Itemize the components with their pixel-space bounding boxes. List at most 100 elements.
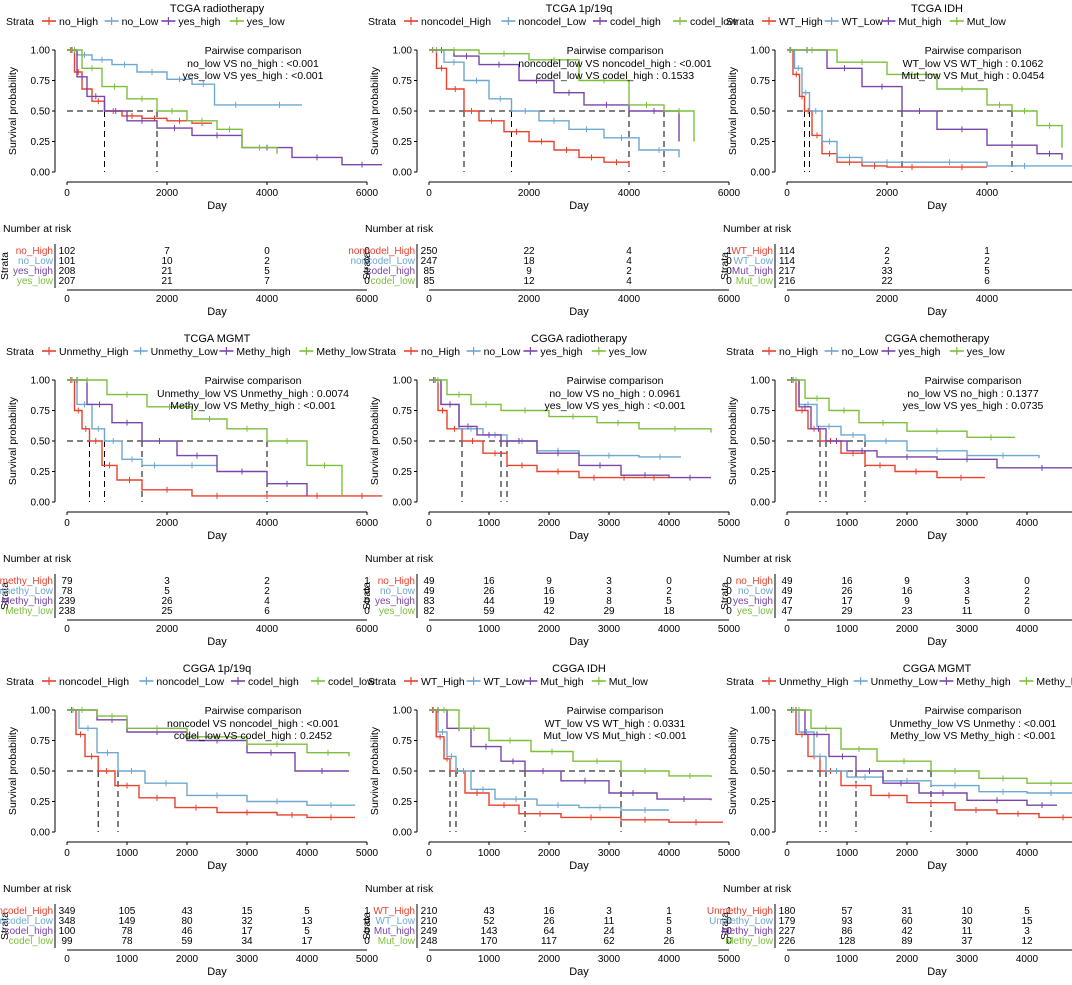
x-tick-label: 2000 [538, 848, 561, 859]
risk-count: 179 [779, 916, 796, 927]
legend-title: Strata [6, 676, 34, 688]
risk-title: Number at risk [723, 223, 792, 235]
x-tick-label: 1000 [116, 848, 139, 859]
km-curve [787, 709, 1072, 784]
legend-entry: Unmethy_High [779, 676, 849, 688]
pairwise-result: yes_low VS yes_high : 0.0735 [903, 400, 1044, 412]
risk-count: 49 [423, 586, 435, 597]
risk-x-tick-label: 1000 [116, 954, 139, 965]
x-axis-label: Day [927, 530, 947, 542]
km-curve [67, 49, 382, 166]
risk-count: 0 [1024, 606, 1030, 617]
risk-strata-label: codel_low [9, 936, 54, 947]
x-tick-label: 6000 [356, 188, 379, 199]
risk-count: 4 [264, 596, 270, 607]
risk-count: 2 [1024, 596, 1030, 607]
risk-strata-label: yes_low [379, 606, 416, 617]
risk-count: 0 [364, 926, 370, 937]
risk-strata-label: yes_high [375, 596, 415, 607]
legend-entry: noncodel_Low [518, 16, 586, 28]
legend-entry: Mut_low [967, 16, 1007, 28]
risk-count: 101 [59, 256, 76, 267]
risk-x-axis-label: Day [569, 306, 589, 318]
risk-x-tick-label: 0 [426, 294, 432, 305]
panel-title: CGGA radiotherapy [531, 333, 627, 345]
km-curve [67, 49, 278, 154]
risk-count: 0 [364, 586, 370, 597]
risk-count: 117 [541, 936, 557, 947]
panel-title: TCGA IDH [911, 3, 963, 15]
risk-count: 2 [264, 576, 270, 587]
risk-x-axis-label: Day [207, 636, 227, 648]
risk-y-label: Strata [719, 912, 731, 940]
risk-strata-label: no_High [736, 576, 773, 587]
risk-count: 93 [841, 916, 853, 927]
risk-x-tick-label: 0 [784, 954, 790, 965]
risk-x-tick-label: 1000 [836, 624, 859, 635]
risk-count: 21 [161, 266, 173, 277]
y-tick-label: 1.00 [393, 706, 413, 717]
risk-count: 62 [603, 936, 615, 947]
risk-count: 47 [781, 596, 793, 607]
risk-count: 29 [841, 606, 853, 617]
risk-count: 0 [364, 246, 370, 257]
legend: Strata no_High no_Low yes_high yes_low [368, 346, 647, 358]
legend-entry: noncodel_Low [156, 676, 224, 688]
risk-count: 208 [59, 266, 76, 277]
risk-strata-label: codel_high [367, 266, 415, 277]
risk-strata-label: codel_low [371, 276, 416, 287]
km-curve [787, 49, 1063, 160]
legend: Strata no_High no_Low yes_high yes_low [726, 346, 1005, 358]
x-axis-label: Day [927, 860, 947, 872]
risk-count: 0 [726, 276, 732, 287]
risk-count: 42 [543, 606, 555, 617]
risk-count: 26 [543, 916, 555, 927]
y-tick-label: 1.00 [31, 46, 51, 57]
y-tick-label: 0.75 [393, 76, 413, 87]
y-axis-label: Survival probability [727, 726, 739, 815]
legend-entry: yes_low [609, 346, 647, 358]
risk-x-axis-label: Day [569, 636, 589, 648]
risk-count: 8 [666, 926, 672, 937]
risk-x-tick-label: 4000 [618, 294, 641, 305]
risk-count: 1 [364, 906, 370, 917]
risk-x-tick-label: 6000 [356, 294, 379, 305]
y-axis-label: Survival probability [369, 66, 381, 155]
x-tick-label: 0 [784, 518, 790, 529]
km-curve [429, 709, 723, 823]
risk-x-tick-label: 0 [426, 624, 432, 635]
risk-count: 16 [901, 586, 913, 597]
risk-count: 33 [881, 266, 893, 277]
km-curve [67, 49, 302, 106]
legend-title: Strata [368, 346, 396, 358]
legend-title: Strata [726, 346, 754, 358]
x-tick-label: 0 [64, 518, 70, 529]
risk-count: 47 [781, 606, 793, 617]
risk-x-tick-label: 2000 [156, 624, 179, 635]
risk-x-axis-label: Day [569, 966, 589, 978]
risk-strata-label: yes_low [17, 276, 54, 287]
risk-x-tick-label: 0 [64, 954, 70, 965]
x-tick-label: 3000 [598, 518, 621, 529]
risk-count: 239 [59, 596, 76, 607]
risk-count: 1 [726, 246, 732, 257]
y-tick-label: 0.25 [751, 797, 771, 808]
legend-entry: WT_Low [484, 676, 526, 688]
risk-count: 57 [841, 906, 853, 917]
risk-count: 6 [984, 276, 990, 287]
y-tick-label: 0.25 [31, 797, 51, 808]
risk-x-tick-label: 5000 [356, 954, 379, 965]
y-tick-label: 1.00 [393, 46, 413, 57]
risk-count: 2 [884, 256, 890, 267]
x-tick-label: 3000 [236, 848, 259, 859]
y-tick-label: 0.75 [31, 406, 51, 417]
risk-count: 78 [121, 926, 133, 937]
risk-strata-label: no_Low [18, 256, 54, 267]
y-tick-label: 0.50 [751, 107, 771, 118]
risk-count: 9 [904, 596, 910, 607]
